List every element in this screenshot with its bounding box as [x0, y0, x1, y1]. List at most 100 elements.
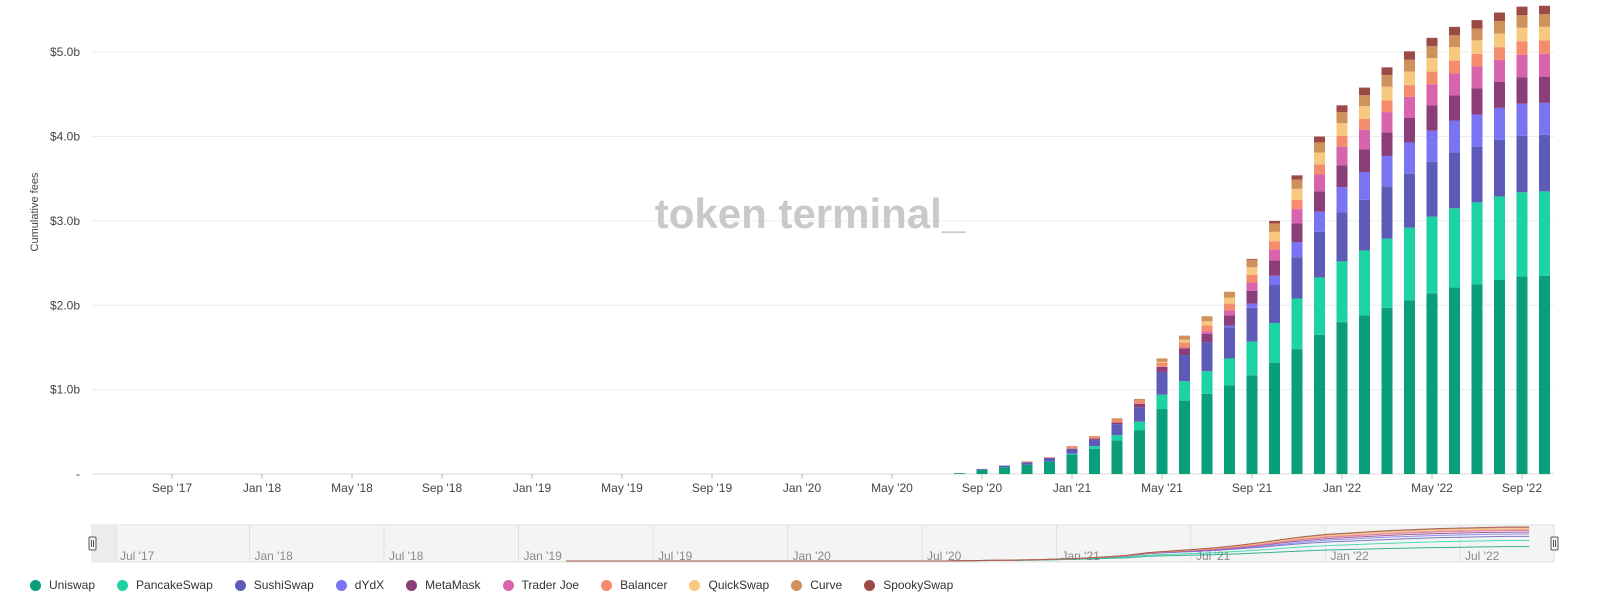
bar-segment[interactable]	[1471, 40, 1483, 54]
bar-segment[interactable]	[1021, 461, 1033, 463]
bar-segment[interactable]	[1426, 216, 1438, 294]
bar-segment[interactable]	[1111, 440, 1123, 474]
bar-segment[interactable]	[1314, 191, 1325, 212]
bar-segment[interactable]	[1381, 100, 1393, 113]
bar-segment[interactable]	[1201, 331, 1213, 334]
legend-item[interactable]: SushiSwap	[234, 578, 314, 592]
bar-segment[interactable]	[1089, 446, 1100, 449]
bar-segment[interactable]	[1089, 439, 1100, 447]
bar-segment[interactable]	[1134, 400, 1145, 404]
bar-segment[interactable]	[1246, 274, 1258, 283]
bar-segment[interactable]	[1246, 258, 1258, 260]
bar-segment[interactable]	[1201, 371, 1213, 394]
bar-segment[interactable]	[1516, 41, 1528, 55]
bar-segment[interactable]	[1516, 6, 1528, 16]
bar-segment[interactable]	[1111, 420, 1123, 423]
bar-segment[interactable]	[1111, 422, 1123, 425]
bar-segment[interactable]	[1471, 66, 1483, 89]
bar-segment[interactable]	[1516, 192, 1528, 277]
range-handle-left-icon[interactable]	[88, 536, 97, 551]
bar-segment[interactable]	[1291, 242, 1303, 258]
bar-segment[interactable]	[1426, 84, 1438, 106]
bar-segment[interactable]	[999, 467, 1010, 474]
bar-segment[interactable]	[1359, 106, 1370, 119]
bar-segment[interactable]	[1044, 461, 1055, 474]
bar-segment[interactable]	[1201, 333, 1213, 343]
bar-segment[interactable]	[1156, 394, 1168, 410]
bar-segment[interactable]	[1224, 358, 1235, 386]
bar-segment[interactable]	[1246, 303, 1258, 308]
bar-segment[interactable]	[1246, 282, 1258, 291]
bar-segment[interactable]	[1224, 315, 1235, 326]
bar-segment[interactable]	[1471, 88, 1483, 115]
bar-segment[interactable]	[1494, 20, 1505, 34]
bar-segment[interactable]	[1471, 284, 1483, 474]
bar-segment[interactable]	[1494, 59, 1505, 82]
bar-segment[interactable]	[976, 468, 988, 470]
bar-segment[interactable]	[1471, 20, 1483, 29]
bar-segment[interactable]	[1269, 260, 1280, 276]
bar-segment[interactable]	[1539, 40, 1550, 54]
bar-segment[interactable]	[1291, 257, 1303, 299]
bar-segment[interactable]	[1336, 112, 1348, 124]
bar-segment[interactable]	[1404, 96, 1415, 118]
bar-segment[interactable]	[1516, 54, 1528, 78]
bar-segment[interactable]	[1314, 164, 1325, 175]
bar-segment[interactable]	[1021, 462, 1033, 465]
bar-segment[interactable]	[1134, 421, 1145, 431]
bar-segment[interactable]	[1404, 71, 1415, 86]
bar-segment[interactable]	[1336, 187, 1348, 213]
bar-segment[interactable]	[1314, 231, 1325, 278]
bar-segment[interactable]	[1269, 285, 1280, 323]
bar-segment[interactable]	[1426, 130, 1438, 162]
bar-segment[interactable]	[1381, 112, 1393, 133]
bar-segment[interactable]	[1246, 375, 1258, 474]
bar-segment[interactable]	[1269, 249, 1280, 261]
bar-segment[interactable]	[1494, 33, 1505, 48]
bar-segment[interactable]	[1111, 435, 1123, 441]
bar-segment[interactable]	[1291, 179, 1303, 189]
bar-segment[interactable]	[1404, 142, 1415, 174]
bar-segment[interactable]	[1359, 95, 1370, 107]
bar-segment[interactable]	[1449, 35, 1460, 48]
bar-segment[interactable]	[1336, 146, 1348, 166]
bar-segment[interactable]	[1359, 118, 1370, 130]
bar-segment[interactable]	[1539, 102, 1550, 135]
bar-segment[interactable]	[1516, 15, 1528, 28]
bar-segment[interactable]	[1291, 199, 1303, 210]
bar-segment[interactable]	[1404, 173, 1415, 228]
bar-segment[interactable]	[1134, 430, 1145, 474]
bar-segment[interactable]	[1314, 277, 1325, 335]
bar-segment[interactable]	[1539, 53, 1550, 77]
bar-segment[interactable]	[1539, 191, 1550, 276]
bar-segment[interactable]	[1539, 14, 1550, 27]
bar-segment[interactable]	[1381, 238, 1393, 308]
bar-segment[interactable]	[1494, 47, 1505, 60]
bar-segment[interactable]	[1381, 86, 1393, 101]
bar-segment[interactable]	[1269, 322, 1280, 363]
bar-segment[interactable]	[1359, 250, 1370, 316]
legend-item[interactable]: SpookySwap	[864, 578, 953, 592]
bar-segment[interactable]	[1314, 142, 1325, 153]
legend-item[interactable]: PancakeSwap	[117, 578, 213, 592]
bar-segment[interactable]	[1539, 275, 1550, 474]
bar-segment[interactable]	[1516, 103, 1528, 136]
bar-segment[interactable]	[1494, 12, 1505, 21]
legend-item[interactable]: Uniswap	[30, 578, 95, 592]
legend-item[interactable]: MetaMask	[406, 578, 481, 592]
bar-segment[interactable]	[1449, 120, 1460, 153]
bar-segment[interactable]	[1111, 424, 1123, 436]
bar-segment[interactable]	[1471, 53, 1483, 67]
bar-segment[interactable]	[1471, 202, 1483, 285]
bar-segment[interactable]	[1336, 123, 1348, 136]
bar-segment[interactable]	[1381, 132, 1393, 156]
bar-segment[interactable]	[1449, 152, 1460, 209]
bar-segment[interactable]	[1516, 27, 1528, 42]
range-handle-right-icon[interactable]	[1550, 536, 1559, 551]
bar-segment[interactable]	[1224, 303, 1235, 311]
bar-segment[interactable]	[1089, 436, 1100, 437]
bar-segment[interactable]	[1539, 5, 1550, 15]
bar-segment[interactable]	[1156, 366, 1168, 372]
bar-segment[interactable]	[1066, 446, 1078, 448]
bar-segment[interactable]	[1381, 155, 1393, 187]
